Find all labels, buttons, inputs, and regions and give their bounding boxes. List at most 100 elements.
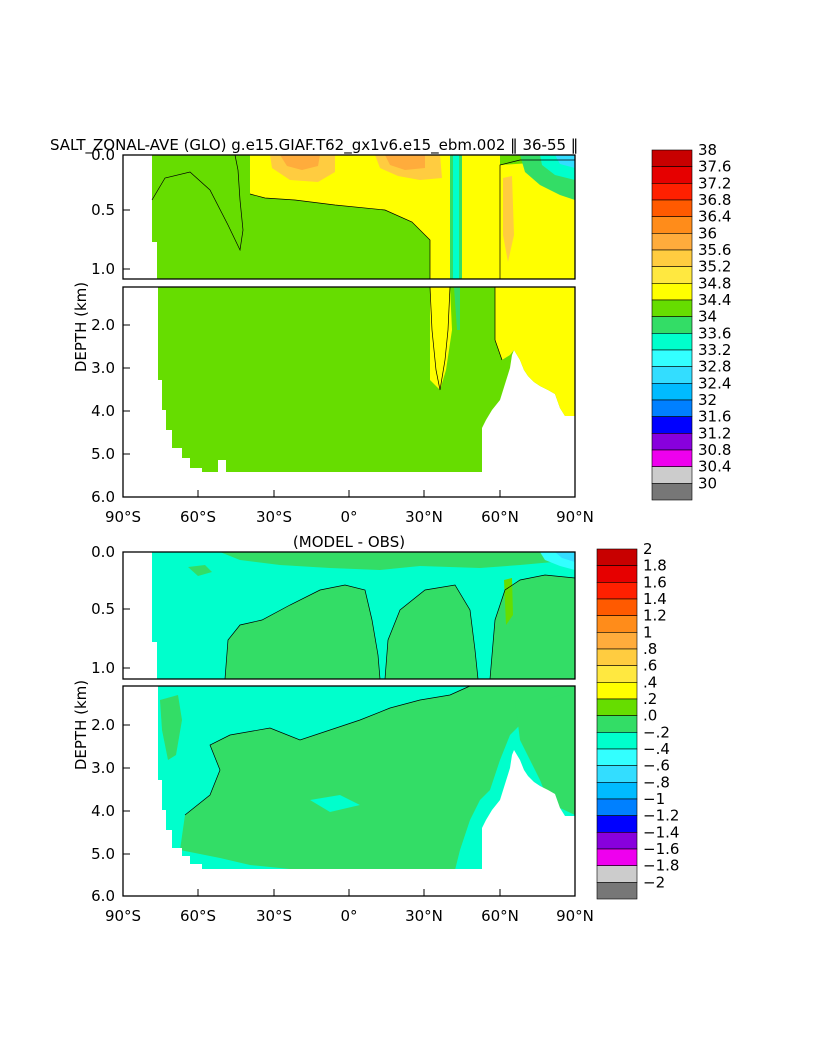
y-tick-label: 0.0: [91, 146, 115, 164]
colorbar-swatch: [596, 782, 638, 800]
diff-green-a: [225, 585, 380, 679]
colorbar-level-label: 31.6: [698, 408, 731, 426]
colorbar-swatch: [651, 416, 693, 434]
yellow-arctic-lower: [495, 287, 575, 416]
salinity-title: SALT_ZONAL-AVE (GLO) g.e15.GIAF.T62_gx1v…: [50, 136, 578, 155]
salinity-colorbar: 3837.637.236.836.43635.635.234.834.43433…: [651, 141, 731, 501]
colorbar-swatch: [596, 715, 638, 733]
colorbar-level-label: 35.2: [698, 258, 731, 276]
colorbar-swatch: [651, 233, 693, 251]
colorbar-swatch: [651, 333, 693, 351]
colorbar-swatch: [596, 848, 638, 866]
colorbar-level-label: 34: [698, 308, 717, 326]
salinity-upper-field: [123, 154, 575, 279]
contour-lower-b: [494, 287, 503, 361]
x-tick-label: 90°N: [556, 508, 594, 526]
difference-colorbar: 21.81.61.41.21.8.6.4.2.0−.2−.4−.6−.8−1−1…: [596, 540, 679, 900]
y-tick-label: 3.0: [91, 359, 115, 377]
y-axis-label: DEPTH (km): [72, 680, 90, 770]
diff-green-surface: [220, 552, 575, 570]
difference-y-axis: 0.0 0.5 1.0 2.0 3.0 4.0 5.0 6.0 DEPTH (k…: [72, 543, 130, 905]
contour-lower-a: [429, 286, 451, 391]
colorbar-level-label: 1: [643, 623, 653, 641]
x-tick-label: 30°S: [256, 907, 292, 925]
diff-land-lower: [123, 686, 575, 896]
colorbar-level-label: 38: [698, 141, 717, 159]
x-tick-label: 90°N: [556, 907, 594, 925]
diff-contour-lower: [184, 685, 471, 816]
colorbar-level-label: −.8: [643, 773, 670, 791]
colorbar-level-label: .6: [643, 657, 657, 675]
colorbar-level-label: −.4: [643, 740, 670, 758]
colorbar-level-label: 32.8: [698, 358, 731, 376]
contour-yellow-edge: [249, 193, 431, 279]
colorbar-swatch: [651, 199, 693, 217]
colorbar-swatch: [651, 149, 693, 167]
colorbar-swatch: [596, 632, 638, 650]
difference-lower-field: [123, 685, 575, 896]
colorbar-level-label: −1.4: [643, 823, 679, 841]
x-tick-label: 0°: [340, 508, 357, 526]
salinity-panel: SALT_ZONAL-AVE (GLO) g.e15.GIAF.T62_gx1v…: [50, 136, 731, 526]
contour-north-upper: [499, 159, 575, 279]
arctic-fresh-c: [555, 155, 575, 168]
salinity-x-axis: 90°S 60°S 30°S 0° 30°N 60°N 90°N: [105, 490, 594, 526]
y-tick-label: 4.0: [91, 802, 115, 820]
colorbar-level-label: 2: [643, 540, 653, 558]
land-mask-lower: [123, 287, 575, 497]
x-tick-label: 60°S: [180, 508, 216, 526]
x-tick-label: 90°S: [105, 907, 141, 925]
colorbar-level-label: −1.8: [643, 857, 679, 875]
x-tick-label: 60°N: [481, 508, 519, 526]
y-tick-label: 6.0: [91, 488, 115, 506]
colorbar-swatch: [651, 299, 693, 317]
colorbar-level-label: 30: [698, 474, 717, 492]
difference-title: (MODEL - OBS): [293, 533, 405, 551]
colorbar-swatch: [651, 349, 693, 367]
diff-green-b: [385, 585, 478, 679]
difference-x-axis: 90°S 60°S 30°S 0° 30°N 60°N 90°N: [105, 889, 594, 925]
x-tick-label: 30°N: [405, 907, 443, 925]
colorbar-swatch: [651, 249, 693, 267]
gulf-strip-lower: [454, 287, 460, 330]
contour-south-upper: [151, 154, 244, 252]
colorbar-level-label: 36.8: [698, 191, 731, 209]
colorbar-swatch: [651, 166, 693, 184]
diff-green-arctic: [515, 690, 575, 815]
y-tick-label: 2.0: [91, 316, 115, 334]
colorbar-level-label: 30.8: [698, 441, 731, 459]
colorbar-level-label: −2: [643, 873, 665, 891]
colorbar-level-label: −1: [643, 790, 665, 808]
gulf-fresh-strip-b: [453, 155, 459, 279]
colorbar-level-label: −.6: [643, 757, 670, 775]
colorbar-swatch: [651, 383, 693, 401]
y-tick-label: 0.0: [91, 543, 115, 561]
diff-land-upper: [123, 552, 157, 679]
diff-contour-upper: [224, 574, 576, 680]
colorbar-level-label: 31.2: [698, 424, 731, 442]
x-tick-label: 0°: [340, 907, 357, 925]
colorbar-swatch: [651, 433, 693, 451]
y-tick-label: 1.0: [91, 659, 115, 677]
colorbar-swatch: [596, 732, 638, 750]
colorbar-level-label: 36: [698, 224, 717, 242]
colorbar-level-label: 33.2: [698, 341, 731, 359]
colorbar-swatch: [596, 765, 638, 783]
colorbar-swatch: [596, 882, 638, 900]
colorbar-level-label: 35.6: [698, 241, 731, 259]
colorbar-level-label: .8: [643, 640, 657, 658]
colorbar-swatch: [596, 565, 638, 583]
colorbar-level-label: 30.4: [698, 458, 731, 476]
salinity-lower-field: [123, 286, 575, 497]
y-axis-label: DEPTH (km): [72, 282, 90, 372]
y-tick-label: 3.0: [91, 759, 115, 777]
colorbar-level-label: .4: [643, 673, 657, 691]
colorbar-level-label: 1.2: [643, 607, 667, 625]
colorbar-swatch: [651, 283, 693, 301]
colorbar-level-label: −1.6: [643, 840, 679, 858]
colorbar-level-label: 1.4: [643, 590, 667, 608]
colorbar-level-label: 32.4: [698, 374, 731, 392]
y-tick-label: 6.0: [91, 887, 115, 905]
upper-frame: [122, 154, 576, 280]
x-tick-label: 60°N: [481, 907, 519, 925]
